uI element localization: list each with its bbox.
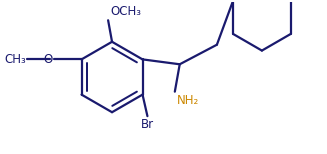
Text: NH₂: NH₂ <box>177 94 199 107</box>
Text: O: O <box>43 53 52 66</box>
Text: CH₃: CH₃ <box>4 53 26 66</box>
Text: OCH₃: OCH₃ <box>110 5 141 18</box>
Text: Br: Br <box>141 118 154 131</box>
